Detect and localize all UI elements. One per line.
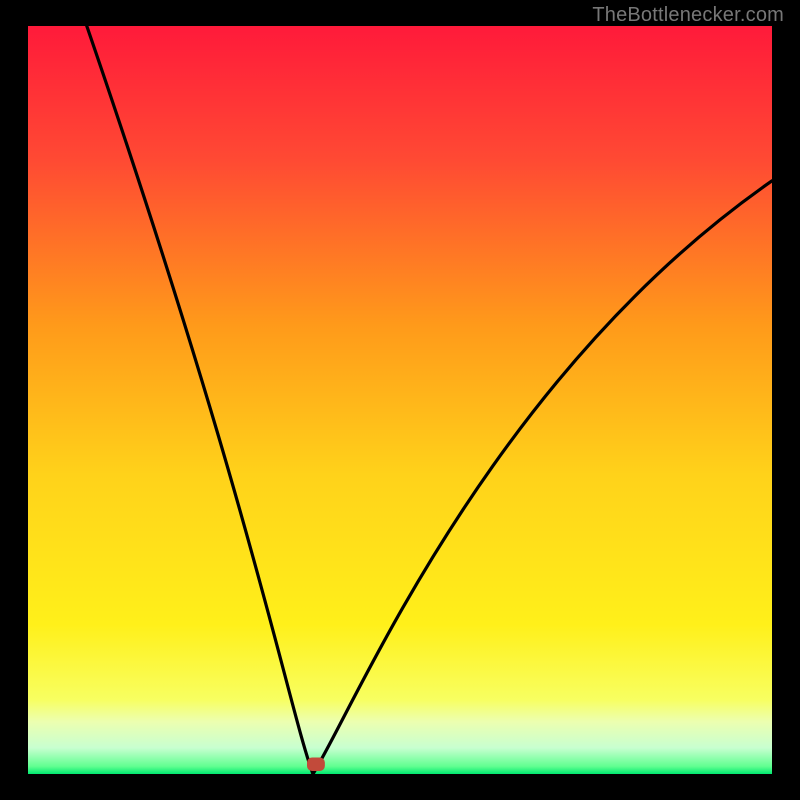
chart-overlay: [0, 0, 800, 800]
min-marker: [307, 758, 325, 771]
bottleneck-curve: [87, 26, 772, 774]
watermark-text: TheBottlenecker.com: [592, 4, 784, 27]
